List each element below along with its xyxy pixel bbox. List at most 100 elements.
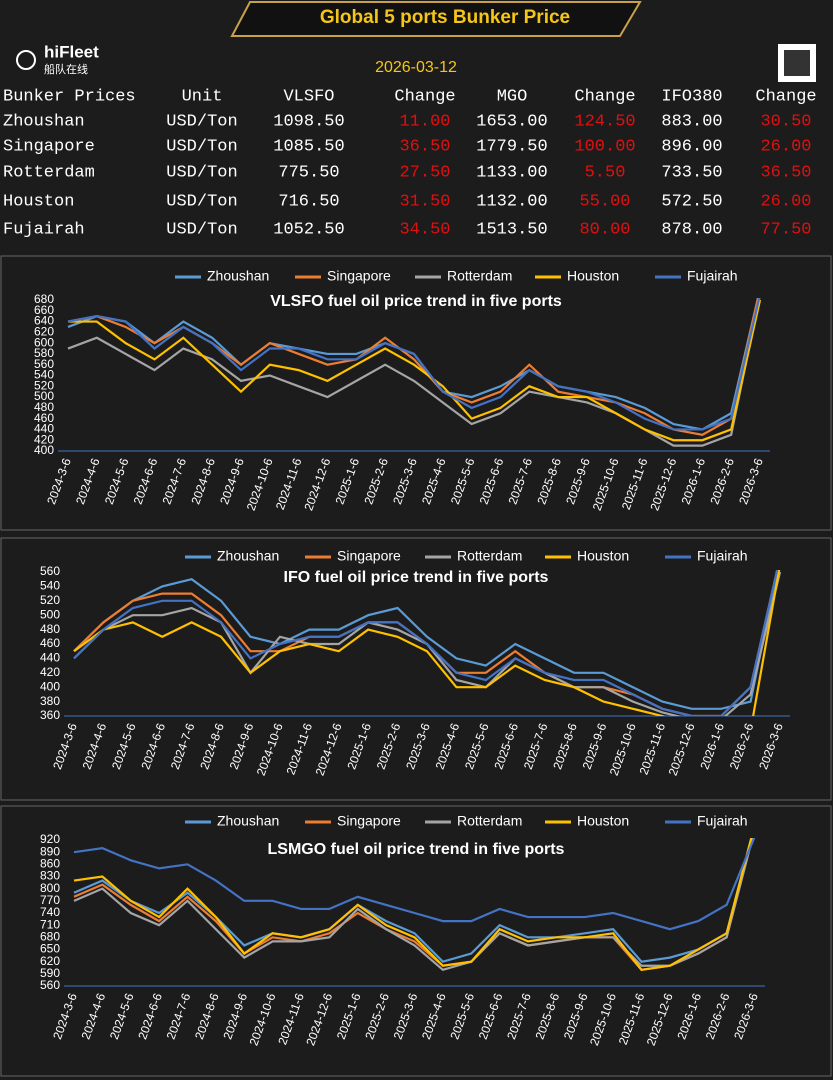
y-tick-label: 560 — [40, 978, 60, 992]
port-name: Rotterdam — [3, 163, 95, 182]
y-tick-label: 650 — [40, 942, 60, 956]
table-cell: 36.50 — [760, 163, 811, 182]
y-tick-label: 480 — [40, 622, 60, 636]
report-date: 2026-03-12 — [375, 59, 457, 76]
table-cell: 55.00 — [579, 192, 630, 211]
y-tick-label: 740 — [40, 905, 60, 919]
price-line — [73, 570, 779, 716]
y-tick-label: 500 — [40, 607, 60, 621]
title-banner — [230, 0, 642, 37]
port-name: Singapore — [3, 137, 95, 156]
panel — [0, 255, 832, 531]
table-cell: 716.50 — [278, 192, 339, 211]
table-cell: 1779.50 — [476, 137, 547, 156]
logo: hiFleet 船队在线 — [16, 42, 99, 76]
table-cell: 31.50 — [399, 192, 450, 211]
table-cell: 1052.50 — [273, 220, 344, 239]
legend-label: Rotterdam — [457, 813, 522, 829]
y-tick-label: 420 — [34, 432, 54, 446]
price-line — [73, 570, 781, 716]
port-name: Zhoushan — [3, 112, 85, 131]
price-line — [73, 838, 753, 971]
y-tick-label: 500 — [34, 389, 54, 403]
legend-label: Houston — [567, 268, 619, 284]
table-cell: 1653.00 — [476, 112, 547, 131]
y-tick-label: 890 — [40, 844, 60, 858]
table-cell: 124.50 — [574, 112, 635, 131]
table-cell: 11.00 — [399, 112, 450, 131]
legend-label: Zhoushan — [217, 813, 279, 829]
y-tick-label: 770 — [40, 893, 60, 907]
y-tick-label: 520 — [40, 593, 60, 607]
chart-title: IFO fuel oil price trend in five ports — [284, 569, 549, 586]
table-cell: 30.50 — [760, 112, 811, 131]
price-line — [73, 838, 754, 971]
table-cell: 733.50 — [661, 163, 722, 182]
price-table: Bunker Prices Unit VLSFO Change MGO Change IFO… — [3, 87, 817, 239]
logo-subtext: 船队在线 — [44, 62, 88, 76]
y-tick-label: 480 — [34, 400, 54, 414]
legend-label: Singapore — [327, 268, 391, 284]
y-tick-label: 680 — [40, 930, 60, 944]
legend-label: Houston — [577, 813, 629, 829]
legend-label: Fujairah — [687, 268, 738, 284]
column-header: Change — [755, 87, 816, 106]
port-name: Fujairah — [3, 220, 85, 239]
chart-title: LSMGO fuel oil price trend in five ports — [268, 841, 565, 858]
logo-text: hiFleet — [44, 42, 99, 61]
y-tick-label: 640 — [34, 314, 54, 328]
y-tick-label: 590 — [40, 966, 60, 980]
y-tick-label: 580 — [34, 346, 54, 360]
table-cell: 36.50 — [399, 137, 450, 156]
table-cell: 883.00 — [661, 112, 722, 131]
panel — [0, 537, 832, 801]
table-cell: 878.00 — [661, 220, 722, 239]
table-cell: 1133.00 — [476, 163, 547, 182]
y-tick-label: 560 — [40, 564, 60, 578]
qr-pattern — [784, 50, 810, 76]
table-cell: 26.00 — [760, 137, 811, 156]
y-tick-label: 860 — [40, 857, 60, 871]
y-tick-label: 380 — [40, 694, 60, 708]
y-tick-label: 420 — [40, 665, 60, 679]
legend-label: Rotterdam — [457, 548, 522, 564]
legend-label: Fujairah — [697, 813, 748, 829]
table-cell: USD/Ton — [166, 220, 237, 239]
y-tick-label: 540 — [40, 579, 60, 593]
y-tick-label: 600 — [34, 335, 54, 349]
table-cell: 34.50 — [399, 220, 450, 239]
column-header: MGO — [497, 87, 528, 106]
legend-label: Zhoushan — [217, 548, 279, 564]
y-tick-label: 460 — [40, 636, 60, 650]
legend-label: Fujairah — [697, 548, 748, 564]
y-tick-label: 540 — [34, 368, 54, 382]
table-cell: 80.00 — [579, 220, 630, 239]
column-header: VLSFO — [283, 87, 334, 106]
table-cell: 1513.50 — [476, 220, 547, 239]
table-cell: 1085.50 — [273, 137, 344, 156]
table-cell: USD/Ton — [166, 192, 237, 211]
y-tick-label: 920 — [40, 832, 60, 846]
legend-label: Houston — [577, 548, 629, 564]
page-title: Global 5 ports Bunker Price — [320, 7, 570, 28]
table-cell: 1098.50 — [273, 112, 344, 131]
y-tick-label: 520 — [34, 378, 54, 392]
legend-label: Singapore — [337, 813, 401, 829]
y-tick-label: 560 — [34, 357, 54, 371]
table-cell: 77.50 — [760, 220, 811, 239]
logo-icon — [16, 50, 36, 70]
table-cell: USD/Ton — [166, 137, 237, 156]
price-line — [73, 838, 753, 963]
price-line — [73, 838, 756, 931]
y-tick-label: 440 — [34, 422, 54, 436]
price-line — [68, 299, 762, 442]
y-tick-label: 400 — [34, 443, 54, 457]
column-header: IFO380 — [661, 87, 722, 106]
legend-label: Rotterdam — [447, 268, 512, 284]
y-tick-label: 800 — [40, 881, 60, 895]
column-header: Unit — [182, 87, 223, 106]
y-tick-label: 460 — [34, 411, 54, 425]
y-tick-label: 360 — [40, 708, 60, 722]
